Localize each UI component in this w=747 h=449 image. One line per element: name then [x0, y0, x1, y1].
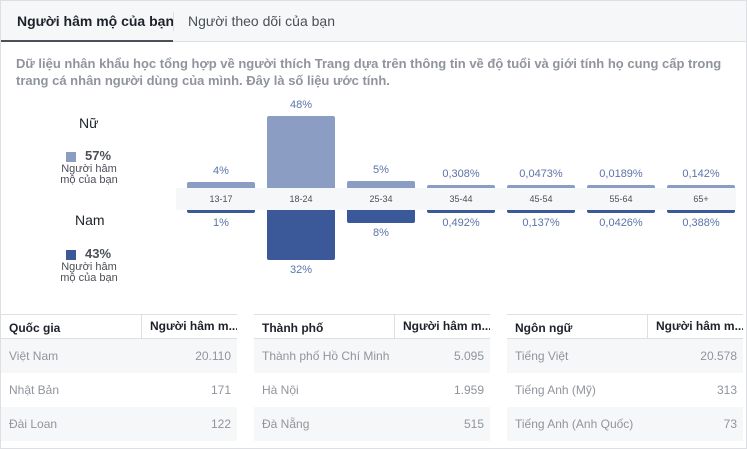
female-value-label: 5%: [373, 163, 389, 176]
male-bar-25-34: [347, 210, 415, 223]
male-bar-65+: [667, 210, 735, 213]
male-bar-13-17: [187, 210, 255, 213]
female-percent: 57%: [85, 148, 112, 163]
female-bar-55-64: [587, 185, 655, 188]
age-axis-band: [176, 188, 736, 210]
city-name: Đà Nẵng: [262, 417, 310, 431]
language-fans-header[interactable]: Người hâm m...: [647, 315, 743, 338]
tab-your-followers[interactable]: Người theo dõi của bạn: [188, 1, 335, 41]
country-header[interactable]: Quốc gia: [9, 321, 61, 335]
age-tick-label: 65+: [693, 194, 709, 204]
male-sub-line2: mộ của bạn: [60, 272, 118, 284]
tab-your-fans[interactable]: Người hâm mộ của bạn: [17, 1, 174, 41]
age-tick-label: 13-17: [209, 194, 233, 204]
age-tick-label: 45-54: [529, 194, 553, 204]
language-fans: 20.578: [700, 349, 737, 363]
female-bar-45-54: [507, 185, 575, 188]
language-table: Ngôn ngữ Người hâm m... Tiếng Việt 20.57…: [507, 314, 743, 441]
female-sub-line1: Người hâm: [61, 163, 117, 175]
language-name: Tiếng Anh (Anh Quốc): [515, 417, 634, 431]
female-value-label: 0,142%: [682, 168, 720, 180]
country-fans-header[interactable]: Người hâm m...: [141, 315, 237, 338]
age-tick-label: 55-64: [609, 194, 633, 204]
male-value-label: 0,492%: [442, 217, 480, 229]
male-bar-35-44: [427, 210, 495, 213]
country-table: Quốc gia Người hâm m... Việt Nam 20.110 …: [1, 314, 237, 441]
male-percent: 43%: [85, 246, 112, 261]
country-name: Đài Loan: [9, 417, 58, 431]
city-fans-header[interactable]: Người hâm m...: [394, 315, 490, 338]
table-row: Nhật Bản 171: [1, 373, 237, 407]
female-title: Nữ: [79, 115, 99, 131]
table-row: Tiếng Anh (Anh Quốc) 73: [507, 407, 743, 441]
language-name: Tiếng Anh (Mỹ): [515, 383, 596, 397]
city-fans: 1.959: [453, 383, 484, 397]
description-text: Dữ liệu nhân khẩu học tổng hợp về người …: [16, 56, 722, 88]
tab-your-followers-label: Người theo dõi của bạn: [188, 13, 335, 29]
male-value-label: 8%: [373, 226, 389, 239]
country-fans: 20.110: [195, 349, 231, 363]
country-table-header: Quốc gia Người hâm m...: [1, 314, 237, 339]
male-value-label: 0,388%: [682, 217, 720, 229]
male-sub-line1: Người hâm: [61, 261, 117, 273]
age-gender-chart: 4% 1% 13-17 48% 32% 18-24 5% 8% 25-34 0,308% 0,492…: [1, 1, 746, 291]
tab-your-fans-label: Người hâm mộ của bạn: [17, 13, 175, 29]
female-bar-18-24: [267, 116, 335, 188]
age-tick-label: 25-34: [369, 194, 393, 204]
female-value-label: 4%: [213, 165, 229, 177]
table-row: Đà Nẵng 515: [254, 407, 490, 441]
male-swatch: [66, 250, 76, 260]
female-bar-65+: [667, 185, 735, 188]
male-bar-55-64: [587, 210, 655, 213]
female-value-label: 0,0473%: [519, 168, 563, 180]
language-fans: 313: [716, 383, 737, 397]
female-bar-13-17: [187, 182, 255, 188]
language-fans: 73: [723, 417, 737, 431]
table-row: Việt Nam 20.110: [1, 339, 237, 373]
male-value-label: 1%: [213, 217, 229, 229]
tab-bar: Người hâm mộ của bạn Người theo dõi của …: [1, 1, 746, 42]
country-fans: 171: [210, 383, 231, 397]
city-table: Thành phố Người hâm m... Thành phố Hồ Ch…: [254, 314, 490, 441]
city-fans: 5.095: [453, 349, 484, 363]
city-header[interactable]: Thành phố: [262, 321, 324, 335]
male-value-label: 32%: [289, 264, 313, 276]
country-name: Việt Nam: [9, 349, 59, 363]
country-name: Nhật Bản: [9, 383, 60, 397]
male-bar-45-54: [507, 210, 575, 213]
language-name: Tiếng Việt: [515, 349, 569, 363]
country-fans: 122: [210, 417, 231, 431]
tab-separator: [173, 12, 174, 31]
city-name: Thành phố Hồ Chí Minh: [262, 349, 390, 363]
table-row: Tiếng Anh (Mỹ) 313: [507, 373, 743, 407]
city-name: Hà Nội: [262, 383, 299, 397]
male-title: Nam: [75, 212, 105, 228]
female-value-label: 0,0189%: [599, 168, 643, 180]
female-value-label: 48%: [289, 99, 313, 111]
female-sub-line2: mộ của bạn: [60, 174, 118, 186]
male-bar-18-24: [267, 210, 335, 260]
table-row: Thành phố Hồ Chí Minh 5.095: [254, 339, 490, 373]
male-value-label: 0,137%: [522, 217, 560, 229]
male-value-label: 0,0426%: [599, 217, 643, 229]
female-bar-25-34: [347, 180, 415, 188]
tab-active-indicator: [1, 40, 173, 42]
city-fans: 515: [463, 417, 484, 431]
female-value-label: 0,308%: [442, 168, 480, 180]
female-bar-35-44: [427, 185, 495, 188]
table-row: Tiếng Việt 20.578: [507, 339, 743, 373]
table-row: Hà Nội 1.959: [254, 373, 490, 407]
table-row: Đài Loan 122: [1, 407, 237, 441]
age-tick-label: 18-24: [289, 194, 313, 204]
language-table-header: Ngôn ngữ Người hâm m...: [507, 314, 743, 339]
language-header[interactable]: Ngôn ngữ: [515, 321, 573, 335]
city-table-header: Thành phố Người hâm m...: [254, 314, 490, 339]
female-swatch: [66, 152, 76, 162]
age-tick-label: 35-44: [449, 194, 473, 204]
